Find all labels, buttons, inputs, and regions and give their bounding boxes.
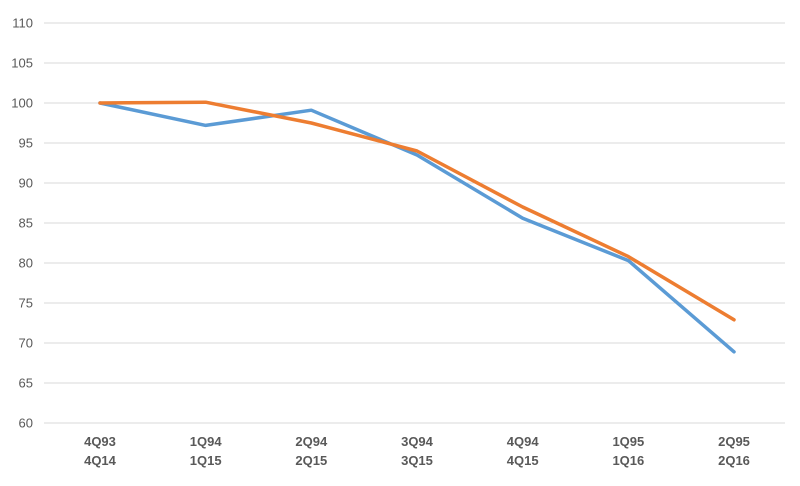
y-tick-label: 100 [11,96,33,111]
x-tick-label: 1Q95 1Q16 [612,434,644,468]
y-axis-tick-labels: 110 105 100 95 90 85 80 75 70 65 60 [11,16,33,431]
x-tick-label-line: 1Q94 [190,434,223,449]
x-tick-label-line: 2Q16 [718,453,750,468]
x-tick-label-line: 2Q15 [295,453,327,468]
x-tick-label-line: 3Q94 [401,434,434,449]
x-tick-label: 4Q93 4Q14 [84,434,117,468]
gridlines [44,22,785,424]
x-tick-label-line: 4Q93 [84,434,116,449]
y-tick-label: 70 [19,336,33,351]
x-tick-label-line: 4Q14 [84,453,117,468]
y-tick-label: 80 [19,256,33,271]
x-tick-label-line: 4Q94 [507,434,540,449]
x-tick-label: 2Q95 2Q16 [718,434,750,468]
y-tick-label: 95 [19,136,33,151]
x-tick-label-line: 4Q15 [507,453,539,468]
x-tick-label-line: 3Q15 [401,453,433,468]
x-tick-label-line: 1Q16 [612,453,644,468]
y-tick-label: 60 [19,416,33,431]
y-tick-label: 110 [12,16,33,31]
series-line-2 [98,100,736,322]
y-tick-label: 75 [19,296,33,311]
y-tick-label: 85 [19,216,33,231]
x-tick-label: 3Q94 3Q15 [401,434,434,468]
x-tick-label-line: 1Q15 [190,453,222,468]
x-tick-label-line: 2Q95 [718,434,750,449]
y-tick-label: 105 [11,56,33,71]
x-axis-tick-labels: 4Q93 4Q14 1Q94 1Q15 2Q94 2Q15 3Q94 3Q15 4Q94 4Q15… [84,434,750,468]
x-tick-label: 1Q94 1Q15 [190,434,223,468]
x-tick-label: 4Q94 4Q15 [507,434,540,468]
x-tick-label-line: 2Q94 [295,434,328,449]
y-tick-label: 65 [19,376,33,391]
series-line-1 [98,101,736,354]
series-lines [98,100,736,354]
x-tick-label: 2Q94 2Q15 [295,434,328,468]
y-tick-label: 90 [19,176,33,191]
x-tick-label-line: 1Q95 [612,434,644,449]
